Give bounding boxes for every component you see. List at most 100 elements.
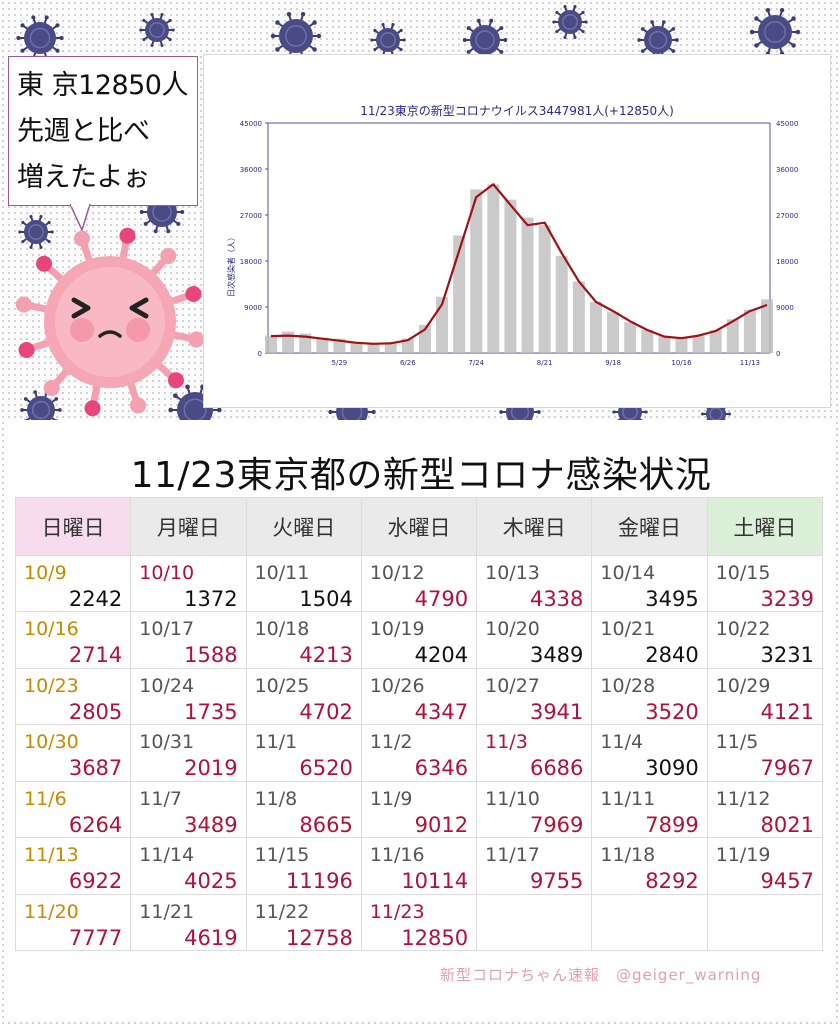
calendar-cell: 10/25 4702 xyxy=(245,667,362,726)
chart-bar xyxy=(316,337,329,353)
calendar-cell xyxy=(706,893,824,952)
bubble-line-1: 東 京12850人 xyxy=(17,70,188,101)
cell-count: 4121 xyxy=(760,699,814,724)
calendar-cell: 11/11 7899 xyxy=(591,780,708,839)
chart-bar xyxy=(726,319,739,353)
cell-count: 11196 xyxy=(286,869,353,894)
cell-date: 11/15 xyxy=(254,844,310,867)
calendar-cell: 11/2 6346 xyxy=(360,724,478,782)
calendar-cell: 10/31 2019 xyxy=(130,724,247,782)
cell-count: 4702 xyxy=(299,699,353,724)
calendar-cell: 11/21 4619 xyxy=(130,893,247,952)
chart-bar xyxy=(453,235,466,353)
cell-date: 11/19 xyxy=(715,844,771,867)
cell-date: 11/10 xyxy=(485,787,540,810)
speech-bubble: 東 京12850人 先週と比べ 増えたよぉ xyxy=(8,56,198,206)
cell-date: 11/7 xyxy=(139,787,182,810)
calendar-cell: 10/26 4347 xyxy=(360,667,478,726)
x-tick-label: 6/26 xyxy=(400,359,416,367)
calendar-cell xyxy=(591,893,708,952)
cell-date: 10/30 xyxy=(24,731,79,754)
cell-date: 11/14 xyxy=(139,844,195,867)
calendar-row: 11/13 6922 11/14 4025 11/15 11196 11/16 10114 11… xyxy=(14,837,824,895)
calendar-cell: 10/16 2714 xyxy=(14,611,132,669)
virus-icon xyxy=(139,13,175,47)
y-tick-label-left: 45000 xyxy=(240,120,262,128)
cell-date: 10/26 xyxy=(369,674,425,697)
chart-bar xyxy=(624,322,637,353)
cell-count: 9457 xyxy=(760,869,814,894)
y-tick-label-left: 0 xyxy=(258,350,262,358)
chart-bar xyxy=(538,225,551,353)
calendar-row: 10/23 2805 10/24 1735 10/25 4702 10/26 4347 10/2… xyxy=(14,667,824,726)
cell-count: 4204 xyxy=(414,643,469,668)
x-tick-label: 8/21 xyxy=(537,359,553,367)
calendar-cell: 11/1 6520 xyxy=(245,724,362,782)
cell-count: 3090 xyxy=(645,756,699,781)
y-tick-label-right: 45000 xyxy=(776,120,798,128)
page-title: 11/23東京都の新型コロナ感染状況 xyxy=(130,455,712,496)
calendar-cell: 10/22 3231 xyxy=(706,611,824,669)
calendar-row: 10/9 2242 10/10 1372 10/11 1504 10/12 4790 10/13… xyxy=(14,554,824,613)
header-tuesday: 火曜日 xyxy=(245,497,362,556)
cell-count: 6346 xyxy=(414,756,469,781)
chart-bar xyxy=(282,331,295,353)
cell-date: 10/17 xyxy=(139,618,195,641)
cell-date: 10/19 xyxy=(369,618,425,641)
cell-count: 6520 xyxy=(299,756,353,781)
cell-date: 10/21 xyxy=(600,618,656,641)
cell-count: 3520 xyxy=(645,699,699,724)
calendar-cell: 10/20 3489 xyxy=(476,611,593,669)
cell-count: 10114 xyxy=(401,869,469,894)
cell-count: 4338 xyxy=(529,587,584,611)
calendar-cell: 11/13 6922 xyxy=(14,837,132,895)
virus-character-icon xyxy=(15,227,205,417)
calendar-cell: 10/9 2242 xyxy=(14,554,132,613)
cell-count: 8021 xyxy=(760,812,814,837)
calendar-cell: 11/10 7969 xyxy=(476,780,593,839)
virus-icon xyxy=(462,18,508,62)
cell-date: 10/28 xyxy=(600,674,656,697)
virus-icon xyxy=(637,20,679,60)
calendar-cell: 11/4 3090 xyxy=(591,724,708,782)
header-sunday: 日曜日 xyxy=(14,497,132,556)
chart-bar xyxy=(299,333,312,353)
chart-bar xyxy=(658,336,671,353)
cell-date: 10/15 xyxy=(715,562,771,584)
chart-bar xyxy=(350,341,363,353)
calendar-cell: 10/11 1504 xyxy=(245,554,362,613)
calendar-row: 11/20 7777 11/21 4619 11/22 12758 11/23 12850 xyxy=(14,893,824,952)
x-tick-label: 11/13 xyxy=(740,359,760,367)
chart-bar xyxy=(333,338,346,353)
calendar-cell: 10/12 4790 xyxy=(360,554,478,613)
calendar-cell: 10/28 3520 xyxy=(591,667,708,726)
cell-count: 6686 xyxy=(529,756,584,781)
infection-calendar: 日曜日 月曜日 火曜日 水曜日 木曜日 金曜日 土曜日 10/9 2242 10/1… xyxy=(14,497,824,952)
cell-count: 3687 xyxy=(68,756,123,781)
calendar-cell: 11/23 12850 xyxy=(360,893,478,952)
chart-bar xyxy=(675,337,688,353)
cell-date: 10/16 xyxy=(24,618,79,641)
x-tick-label: 5/29 xyxy=(332,359,348,367)
cell-count: 1588 xyxy=(184,643,238,668)
cell-date: 11/16 xyxy=(369,844,425,867)
calendar-cell: 10/23 2805 xyxy=(14,667,132,726)
cell-date: 11/6 xyxy=(24,787,67,810)
infection-chart: 11/23東京の新型コロナウイルス3447981人(+12850人) 日次感染者… xyxy=(226,103,798,367)
chart-bar xyxy=(555,255,568,353)
calendar-cell: 11/5 7967 xyxy=(706,724,824,782)
calendar-cell: 11/7 3489 xyxy=(130,780,247,839)
cell-count: 12758 xyxy=(286,925,353,950)
calendar-cell: 11/6 6264 xyxy=(14,780,132,839)
cell-date: 11/18 xyxy=(600,844,656,867)
cell-date: 10/31 xyxy=(139,731,195,754)
y-tick-label-right: 0 xyxy=(776,350,780,358)
cell-date: 11/8 xyxy=(254,787,298,810)
cell-date: 10/14 xyxy=(600,562,656,584)
calendar-row: 11/6 6264 11/7 3489 11/8 8665 11/9 9012 11/10 796… xyxy=(14,780,824,839)
cell-count: 3495 xyxy=(645,587,699,611)
cell-count: 4790 xyxy=(414,587,469,611)
cell-count: 3489 xyxy=(184,812,238,837)
bubble-line-2: 先週と比べ xyxy=(17,116,150,147)
calendar-cell xyxy=(476,893,593,952)
